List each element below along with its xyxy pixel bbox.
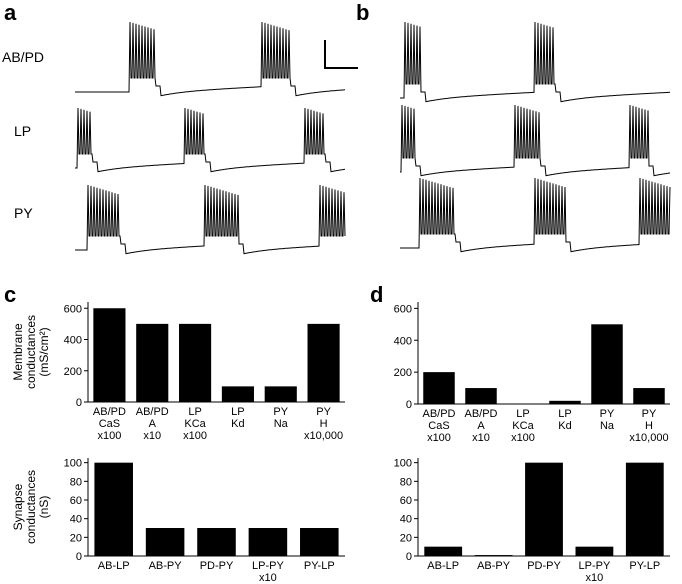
bar [549, 400, 581, 404]
bar [307, 323, 340, 402]
x-tick-label: PY-LP [629, 560, 660, 572]
trace-label: LP [14, 123, 31, 139]
x-tick-label: PD-PY [527, 560, 561, 572]
x-tick-label: AB-PY [149, 560, 183, 572]
panel-label: a [4, 0, 17, 25]
bar [136, 323, 169, 402]
x-tick-label: LP KCa x100 [183, 406, 207, 442]
bar [197, 528, 236, 556]
y-tick-label: 400 [394, 335, 412, 347]
voltage-trace [75, 184, 346, 255]
y-axis-label: conductances [24, 315, 38, 389]
scale-bar [324, 40, 358, 69]
y-tick-label: 20 [400, 532, 412, 544]
y-axis-label: conductances [24, 470, 38, 544]
y-tick-label: 60 [70, 495, 82, 507]
x-tick-label: AB-LP [98, 560, 130, 572]
x-tick-label: AB/PD CaS x100 [422, 408, 455, 444]
bar [525, 462, 563, 556]
bar [221, 386, 254, 402]
y-tick-label: 0 [76, 551, 82, 563]
bar [474, 555, 513, 556]
bar [145, 528, 185, 556]
voltage-trace [400, 104, 671, 177]
y-tick-label: 0 [406, 399, 412, 411]
x-tick-label: LP Kd [231, 406, 244, 430]
voltage-trace [75, 107, 346, 173]
y-tick-label: 200 [394, 367, 412, 379]
y-tick-label: 40 [400, 514, 412, 526]
y-axis-label: (nS) [37, 496, 51, 519]
trace-label: PY [14, 205, 33, 221]
trace-label: AB/PD [2, 49, 44, 65]
y-tick-label: 600 [394, 303, 412, 315]
voltage-trace [75, 21, 346, 97]
bar [591, 324, 623, 404]
bar [300, 528, 339, 556]
bar [423, 372, 455, 404]
bar [424, 546, 463, 556]
y-tick-label: 80 [400, 476, 412, 488]
bar [179, 323, 212, 402]
panel-label: b [356, 0, 369, 25]
x-tick-label: AB-LP [427, 560, 459, 572]
x-tick-label: LP KCa x100 [511, 408, 535, 444]
bar [633, 388, 665, 404]
y-tick-label: 20 [70, 532, 82, 544]
x-tick-label: LP Kd [558, 408, 571, 432]
voltage-trace [400, 21, 671, 103]
y-axis-label: Membrane [11, 323, 25, 381]
y-tick-label: 600 [64, 303, 82, 315]
bar [264, 386, 297, 402]
x-tick-label: LP-PY x10 [252, 560, 284, 584]
bar [93, 308, 126, 402]
x-tick-label: AB/PD CaS x100 [93, 406, 126, 442]
x-tick-label: PY Na [273, 406, 288, 430]
x-tick-label: LP-PY x10 [579, 560, 611, 584]
y-tick-label: 100 [64, 458, 82, 470]
y-tick-label: 0 [406, 551, 412, 563]
y-tick-label: 100 [394, 458, 412, 470]
bar [94, 462, 133, 556]
y-tick-label: 80 [70, 476, 82, 488]
bar [575, 546, 614, 556]
x-tick-label: PD-PY [200, 560, 234, 572]
bar [465, 388, 497, 404]
voltage-trace [400, 177, 671, 253]
traces [75, 21, 671, 255]
panel-label: c [4, 282, 16, 307]
bar [248, 528, 288, 556]
y-axis-label: Synapse [11, 483, 25, 530]
y-tick-label: 60 [400, 495, 412, 507]
y-tick-label: 400 [64, 335, 82, 347]
x-tick-label: PY-LP [304, 560, 335, 572]
y-tick-label: 0 [76, 397, 82, 409]
y-tick-label: 40 [70, 514, 82, 526]
y-tick-label: 200 [64, 366, 82, 378]
x-tick-label: PY Na [600, 408, 615, 432]
bar [625, 462, 664, 556]
panel-label: d [370, 282, 383, 307]
y-axis-label: (mS/cm²) [37, 327, 51, 376]
x-tick-label: AB-PY [477, 560, 511, 572]
